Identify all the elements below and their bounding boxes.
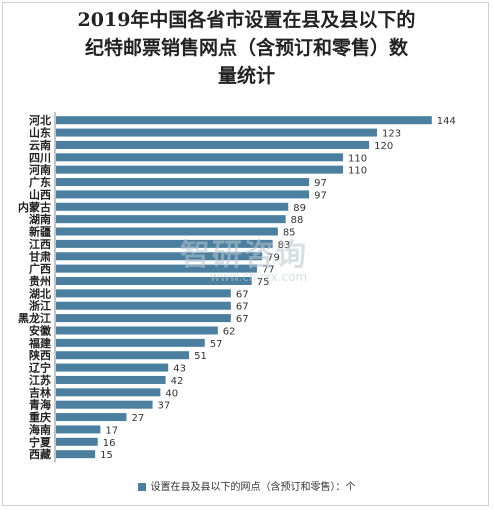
value-label: 17 [105, 425, 118, 436]
value-label: 40 [165, 388, 178, 399]
category-label: 湖南 [29, 212, 51, 226]
category-label: 陕西 [29, 348, 51, 362]
value-label: 67 [236, 314, 249, 325]
title-line-3: 量统计 [217, 65, 275, 87]
value-label: 83 [278, 240, 291, 251]
bar-重庆 [56, 413, 127, 422]
bar-内蒙古 [56, 202, 289, 211]
bar-山西 [56, 190, 310, 199]
bar-广东 [56, 178, 310, 187]
bar-浙江 [56, 301, 231, 310]
category-label: 吉林 [29, 385, 51, 399]
title-line-2: 纪特邮票销售网点（含预订和零售）数 [84, 37, 408, 59]
bar-青海 [56, 400, 153, 409]
bar-贵州 [56, 276, 252, 285]
chart-title: 2019年中国各省市设置在县及县以下的 纪特邮票销售网点（含预订和零售）数 量统… [0, 6, 493, 90]
bar-海南 [56, 425, 101, 434]
category-label: 广西 [29, 262, 51, 276]
bar-吉林 [56, 388, 161, 397]
category-label: 贵州 [29, 274, 51, 288]
category-label: 宁夏 [29, 435, 52, 449]
category-label: 海南 [29, 422, 51, 436]
category-label: 西藏 [29, 447, 51, 461]
category-label: 浙江 [29, 299, 51, 313]
category-label: 云南 [29, 138, 51, 152]
legend-label: 设置在县及县以下的网点（含预订和零售）：个 [150, 482, 356, 493]
bar-甘肃 [56, 252, 263, 261]
value-label: 57 [210, 339, 223, 350]
value-label: 67 [236, 302, 249, 313]
bar-广西 [56, 264, 257, 273]
category-label: 安徽 [29, 323, 52, 337]
value-label: 62 [223, 326, 236, 337]
category-label: 四川 [29, 151, 51, 164]
value-label: 51 [194, 351, 207, 362]
category-label: 江苏 [29, 373, 51, 387]
value-label: 42 [171, 376, 184, 387]
category-label: 山东 [29, 126, 51, 140]
value-label: 97 [314, 190, 327, 201]
value-label: 16 [103, 438, 116, 449]
bar-山东 [56, 128, 377, 137]
value-label: 97 [314, 178, 327, 189]
value-label: 123 [382, 129, 401, 140]
bar-黑龙江 [56, 314, 231, 323]
category-label: 福建 [28, 336, 52, 350]
value-label: 85 [283, 228, 296, 239]
category-label: 甘肃 [29, 249, 51, 263]
category-label: 广东 [29, 175, 51, 189]
category-label: 湖北 [29, 286, 51, 300]
bar-河南 [56, 165, 344, 174]
value-label: 37 [158, 401, 171, 412]
value-label: 15 [100, 450, 113, 461]
bar-湖南 [56, 215, 286, 224]
category-label: 内蒙古 [18, 200, 51, 214]
legend: 设置在县及县以下的网点（含预订和零售）：个 [0, 478, 493, 493]
bar-西藏 [56, 450, 96, 459]
value-label: 43 [173, 364, 186, 375]
bar-河北 [56, 116, 432, 125]
value-label: 79 [267, 252, 280, 263]
title-line-1: 2019年中国各省市设置在县及县以下的 [77, 9, 416, 31]
value-label: 120 [374, 141, 393, 152]
bar-宁夏 [56, 437, 98, 446]
bar-安徽 [56, 326, 218, 335]
category-label: 河南 [29, 163, 51, 177]
category-label: 重庆 [29, 410, 51, 424]
legend-swatch [137, 483, 146, 491]
bar-陕西 [56, 351, 190, 360]
bar-云南 [56, 140, 370, 149]
category-label: 河北 [29, 113, 51, 127]
category-label: 青海 [29, 398, 51, 412]
value-label: 110 [348, 153, 367, 164]
category-label: 黑龙江 [18, 311, 51, 325]
bar-江苏 [56, 375, 166, 384]
category-label: 山西 [29, 187, 51, 201]
category-label: 新疆 [29, 225, 51, 239]
bar-江西 [56, 239, 273, 248]
value-label: 110 [348, 166, 367, 177]
bar-湖北 [56, 289, 231, 298]
bar-辽宁 [56, 363, 169, 372]
bar-新疆 [56, 227, 278, 236]
value-label: 77 [262, 265, 275, 276]
value-label: 144 [437, 116, 456, 127]
value-label: 27 [131, 413, 144, 424]
value-label: 89 [293, 203, 306, 214]
category-label: 江西 [29, 237, 51, 251]
category-label: 辽宁 [29, 361, 51, 375]
bar-福建 [56, 338, 205, 347]
value-label: 88 [291, 215, 304, 226]
value-label: 75 [257, 277, 270, 288]
value-label: 67 [236, 289, 249, 300]
bar-四川 [56, 153, 344, 162]
